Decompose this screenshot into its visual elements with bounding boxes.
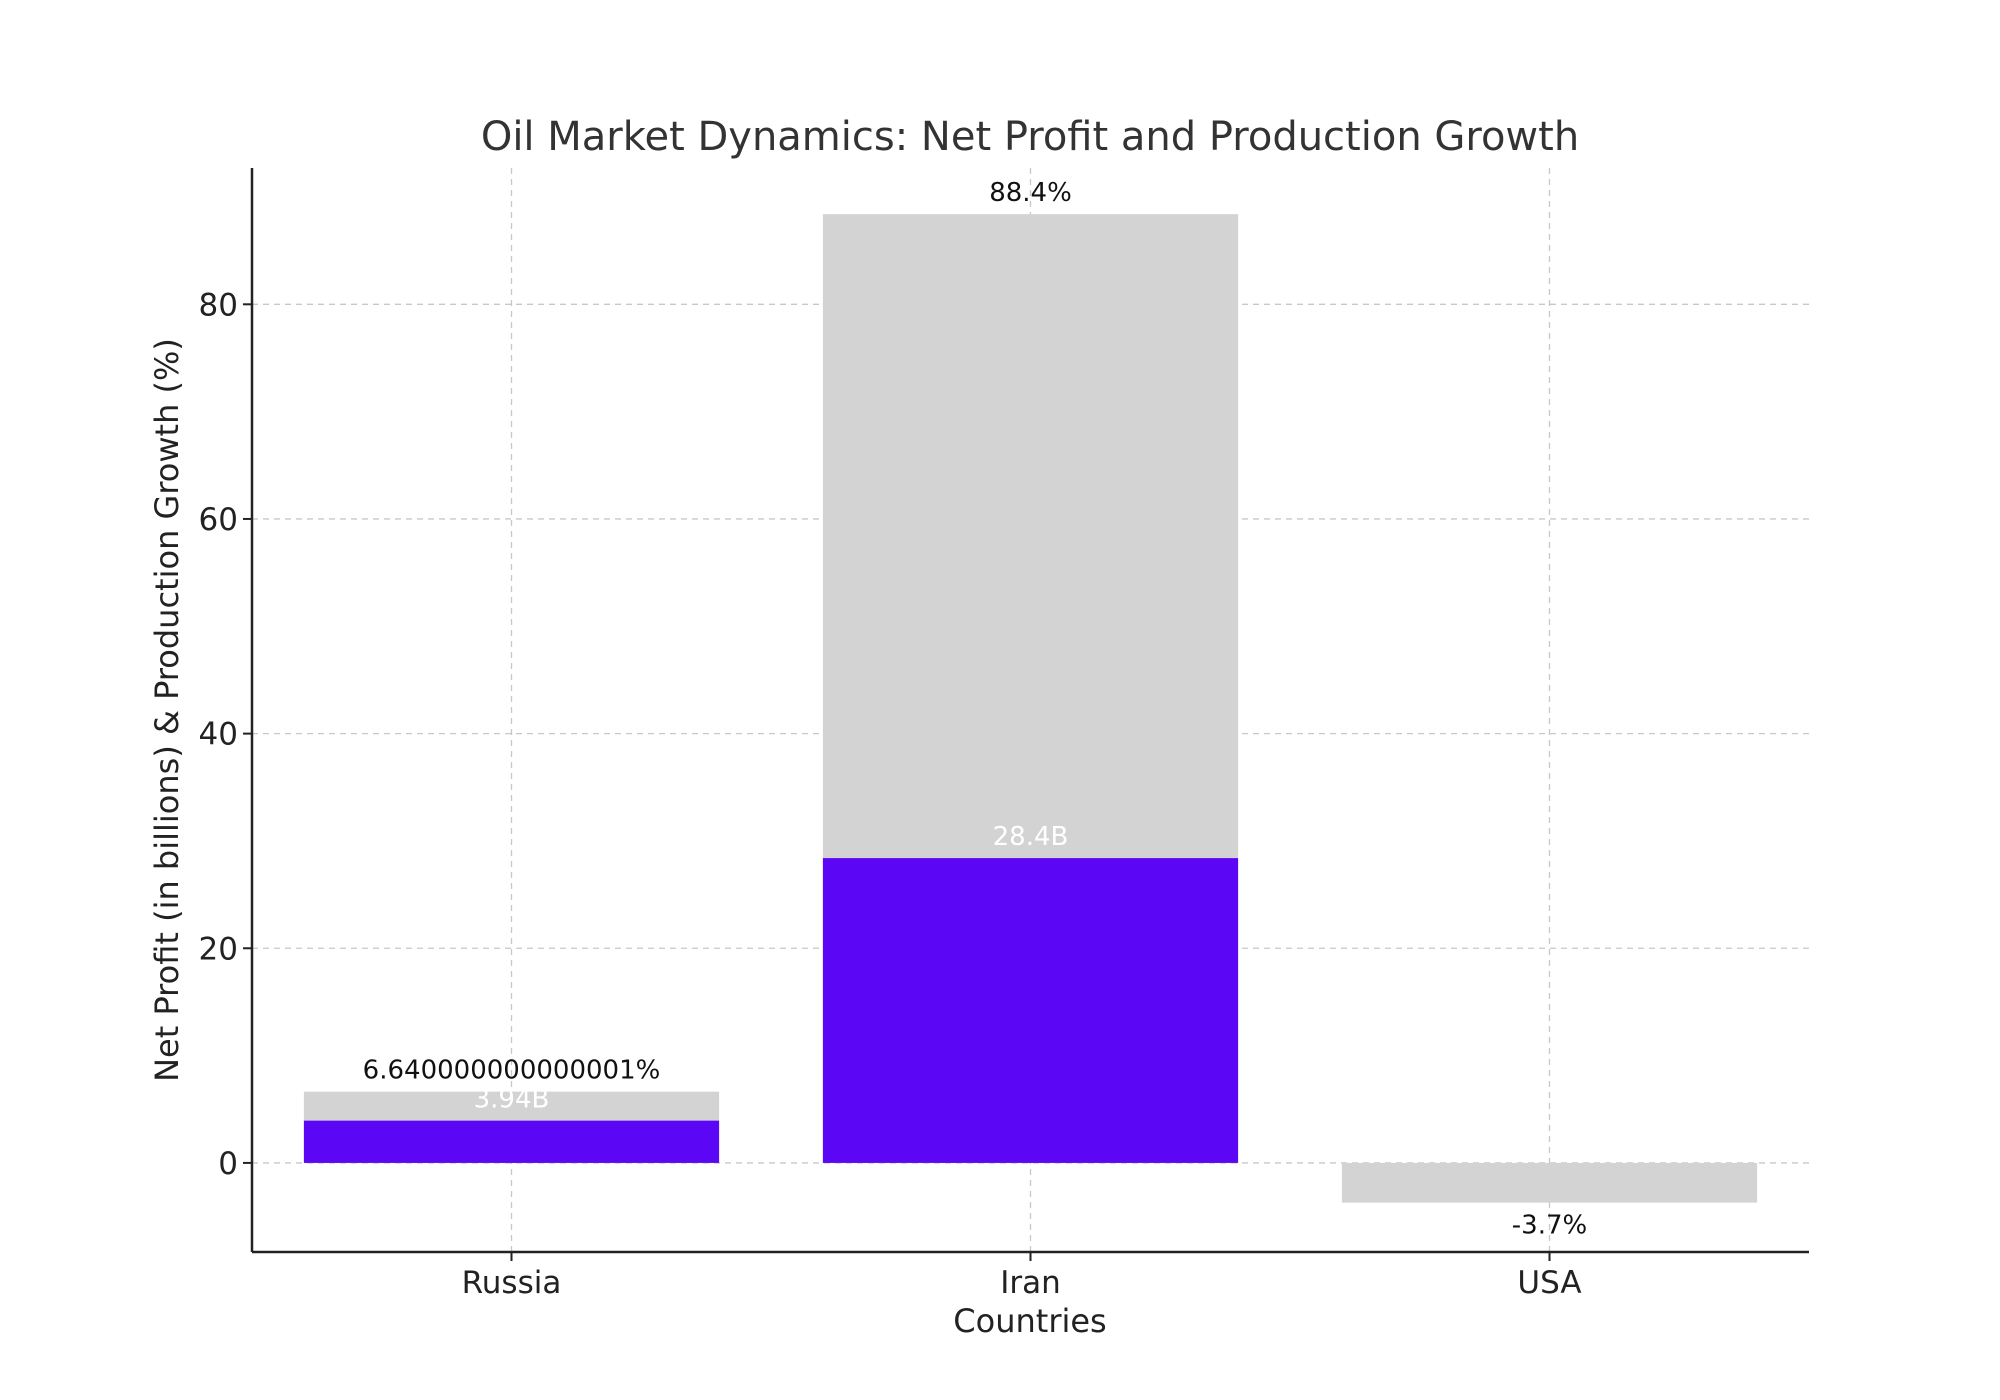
bars bbox=[303, 214, 1758, 1203]
y-tick-label: 60 bbox=[199, 502, 238, 538]
x-axis-label: Countries bbox=[953, 1302, 1106, 1340]
y-axis-label: Net Profit (in billions) & Production Gr… bbox=[148, 338, 186, 1082]
y-tick-label: 20 bbox=[199, 931, 238, 967]
y-tick-label: 0 bbox=[218, 1146, 238, 1182]
y-tick-label: 40 bbox=[199, 717, 238, 753]
x-tick-label: Iran bbox=[1000, 1265, 1061, 1301]
data-label-russia-series-1: 6.640000000000001% bbox=[363, 1056, 661, 1086]
bar-usa-series-1 bbox=[1341, 1162, 1758, 1203]
y-tick-label: 80 bbox=[199, 287, 238, 323]
chart-title: Oil Market Dynamics: Net Profit and Prod… bbox=[481, 114, 1579, 160]
data-label-usa-series-1: -3.7% bbox=[1512, 1211, 1587, 1241]
data-label-russia-series-2: 3.94B bbox=[474, 1085, 550, 1115]
x-tick-label: Russia bbox=[462, 1265, 562, 1301]
ticks: 0 20 40 60 80 Russia Iran USA bbox=[199, 287, 1582, 1301]
data-labels: 6.640000000000001% 88.4% -3.7% 3.94B 28.4B bbox=[363, 178, 1588, 1240]
x-tick-label: USA bbox=[1517, 1265, 1581, 1301]
bar-russia-series-2 bbox=[303, 1120, 720, 1163]
bar-iran-series-2 bbox=[822, 858, 1239, 1163]
data-label-iran-series-2: 28.4B bbox=[993, 822, 1069, 852]
data-label-iran-series-1: 88.4% bbox=[989, 178, 1072, 208]
